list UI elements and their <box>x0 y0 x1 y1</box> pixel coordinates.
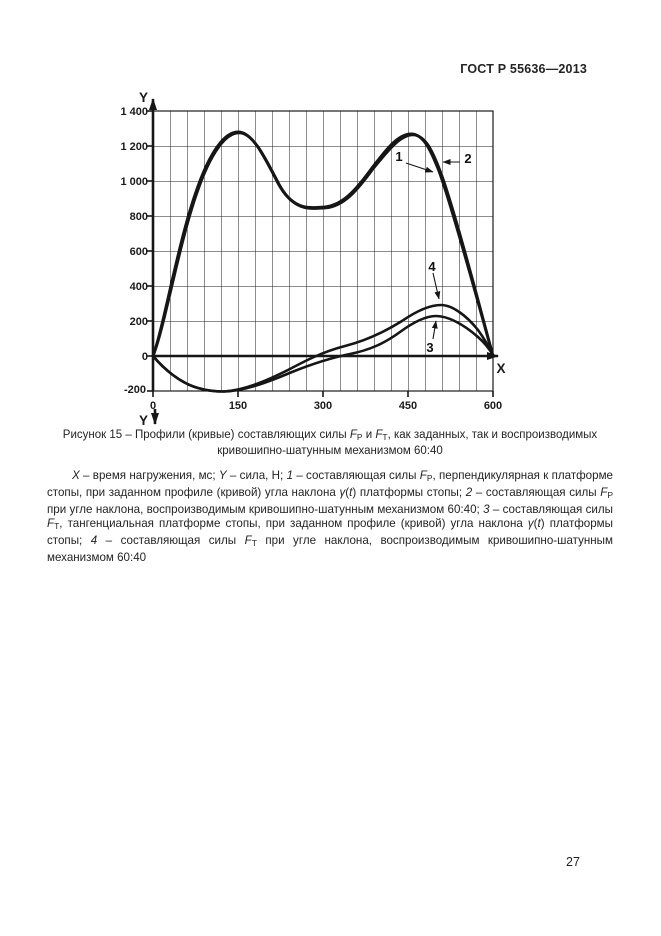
y-tick-200: 200 <box>130 316 148 328</box>
page-number: 27 <box>566 855 580 869</box>
plot-grid <box>152 110 494 392</box>
x-tick-300: 300 <box>314 400 332 412</box>
x-tick-450: 450 <box>399 400 417 412</box>
y-tick-800: 800 <box>130 211 148 223</box>
x-tick-0: 0 <box>150 400 156 412</box>
leader-arrow-4 <box>432 272 441 300</box>
callout-4: 4 <box>428 259 436 274</box>
y-tick-1400: 1 400 <box>120 106 148 118</box>
y-axis-label-top: Y <box>139 90 148 105</box>
curve-2-fp-reproduced <box>151 131 495 358</box>
curve-callout-numbers: 1 2 3 4 <box>395 149 471 355</box>
y-tick-600: 600 <box>130 246 148 258</box>
y-tick-1200: 1 200 <box>120 141 148 153</box>
y-axis-label-bottom: Y <box>139 413 148 428</box>
x-tick-600: 600 <box>484 400 502 412</box>
y-tick-labels: 1 400 1 200 1 000 800 600 400 200 0 -200 <box>120 106 148 396</box>
figure-15-chart: Y Y X 1 400 1 200 1 000 800 600 400 200 … <box>120 90 505 428</box>
leader-arrow-1 <box>405 162 434 173</box>
x-tick-labels: 0 150 300 450 600 <box>150 400 502 412</box>
x-axis-label: X <box>496 361 505 376</box>
callout-1: 1 <box>395 149 402 164</box>
y-tick-neg200: -200 <box>124 384 146 396</box>
axis-tick-marks <box>147 110 494 397</box>
figure-caption: Рисунок 15 – Профили (кривые) составляющ… <box>62 429 598 457</box>
x-tick-150: 150 <box>229 400 247 412</box>
callout-3: 3 <box>426 340 433 355</box>
callout-arrows <box>405 159 460 340</box>
leader-arrow-3 <box>431 320 438 340</box>
y-tick-400: 400 <box>130 281 148 293</box>
y-tick-0: 0 <box>142 351 148 363</box>
document-header: ГОСТ Р 55636—2013 <box>460 62 587 76</box>
y-tick-1000: 1 000 <box>120 176 148 188</box>
figure-legend-text: X – время нагружения, мс; Y – сила, Н; 1… <box>47 469 613 564</box>
callout-2: 2 <box>464 151 471 166</box>
curve-4-ft-reproduced <box>151 303 495 393</box>
